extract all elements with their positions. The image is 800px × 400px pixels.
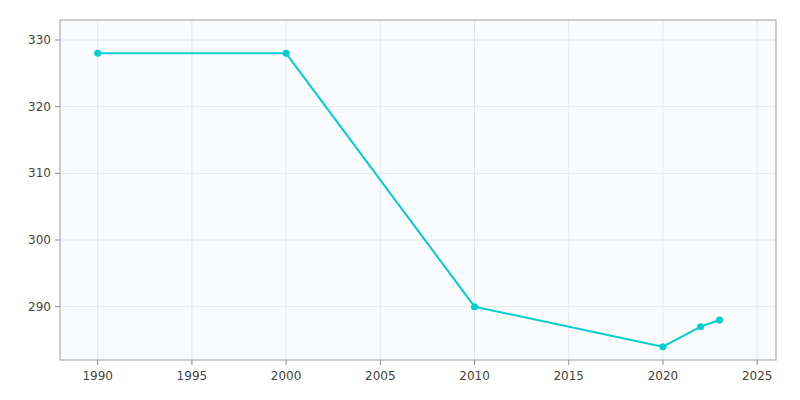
y-tick bbox=[55, 306, 60, 307]
x-grid-line bbox=[97, 20, 98, 360]
x-tick bbox=[97, 360, 98, 365]
series bbox=[94, 50, 723, 350]
y-tick bbox=[55, 240, 60, 241]
x-grid-line bbox=[568, 20, 569, 360]
y-grid-line bbox=[60, 40, 776, 41]
x-tick-label: 2010 bbox=[459, 369, 490, 383]
plot-frame bbox=[60, 20, 776, 360]
x-grid-line bbox=[662, 20, 663, 360]
x-tick bbox=[286, 360, 287, 365]
x-tick-label: 1995 bbox=[177, 369, 208, 383]
y-tick-label: 300 bbox=[28, 233, 51, 247]
y-tick bbox=[55, 173, 60, 174]
plot-area bbox=[60, 20, 776, 360]
point bbox=[283, 50, 290, 57]
grid bbox=[60, 20, 776, 360]
y-tick-label: 330 bbox=[28, 33, 51, 47]
y-tick-label: 310 bbox=[28, 166, 51, 180]
point bbox=[94, 50, 101, 57]
chart-container: 1990 1995 2000 2005 2010 2015 2020 2025 290 300 31… bbox=[0, 0, 800, 400]
x-tick bbox=[474, 360, 475, 365]
y-tick-label: 290 bbox=[28, 300, 51, 314]
y-tick bbox=[55, 106, 60, 107]
x-tick-label: 2025 bbox=[742, 369, 773, 383]
y-grid-line bbox=[60, 173, 776, 174]
x-tick bbox=[568, 360, 569, 365]
x-grid-line bbox=[286, 20, 287, 360]
y-tick-label: 320 bbox=[28, 100, 51, 114]
y-grid-line bbox=[60, 240, 776, 241]
x-tick-label: 2000 bbox=[271, 369, 302, 383]
y-tick bbox=[55, 40, 60, 41]
x-tick bbox=[757, 360, 758, 365]
axes: 1990 1995 2000 2005 2010 2015 2020 2025 290 300 31… bbox=[28, 20, 776, 383]
point bbox=[659, 343, 666, 350]
x-tick bbox=[380, 360, 381, 365]
y-grid-line bbox=[60, 306, 776, 307]
x-grid-line bbox=[191, 20, 192, 360]
point bbox=[697, 323, 704, 330]
x-tick bbox=[191, 360, 192, 365]
y-grid-line bbox=[60, 106, 776, 107]
x-grid-line bbox=[757, 20, 758, 360]
x-tick-label: 2005 bbox=[365, 369, 396, 383]
x-tick-label: 2020 bbox=[648, 369, 679, 383]
x-grid-line bbox=[380, 20, 381, 360]
x-tick-label: 1990 bbox=[82, 369, 113, 383]
x-tick-label: 2015 bbox=[553, 369, 584, 383]
chart: 1990 1995 2000 2005 2010 2015 2020 2025 290 300 31… bbox=[0, 0, 800, 400]
point bbox=[716, 317, 723, 324]
point bbox=[471, 303, 478, 310]
line bbox=[98, 53, 720, 346]
x-tick bbox=[662, 360, 663, 365]
